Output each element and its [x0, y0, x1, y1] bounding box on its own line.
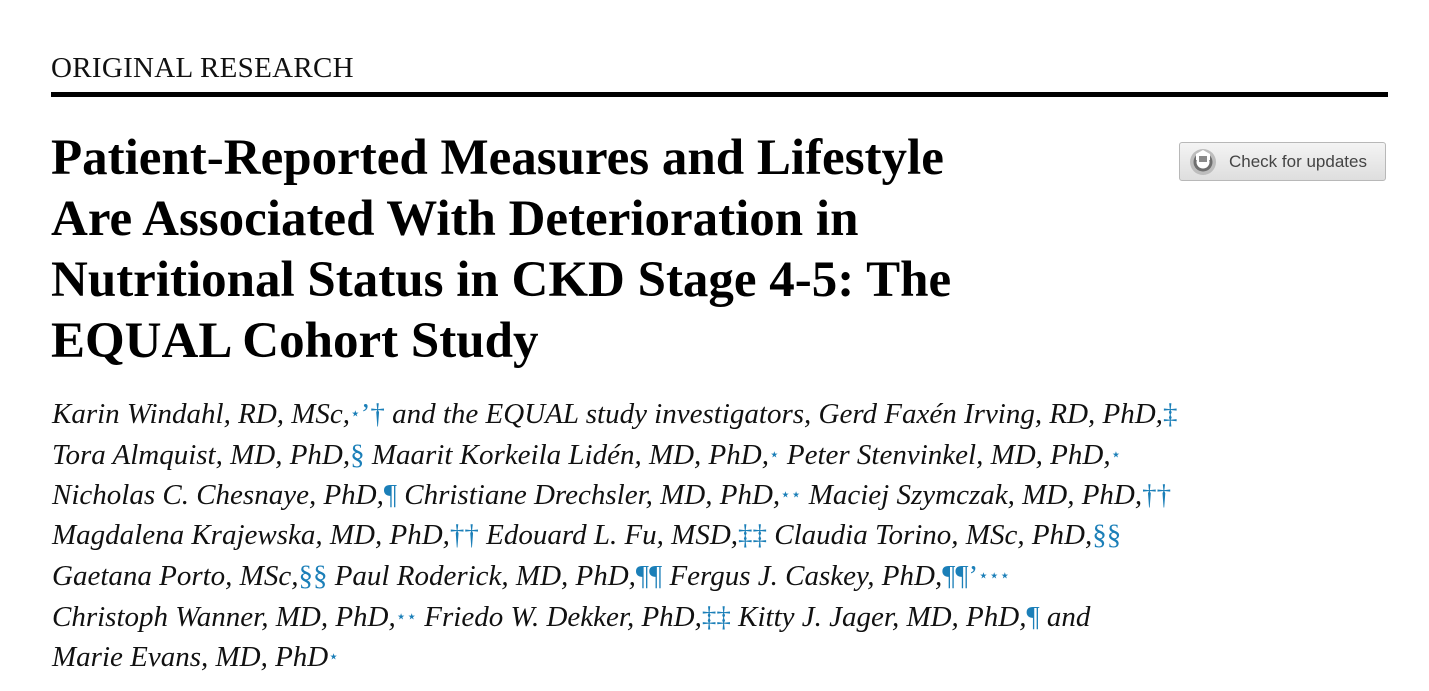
author-text: Claudia Torino, MSc, PhD,	[767, 519, 1093, 552]
affiliation-link[interactable]: ‡‡	[738, 519, 768, 552]
affiliation-link[interactable]: §	[350, 438, 365, 471]
author-text: Kitty J. Jager, MD, PhD,	[730, 600, 1027, 633]
author-text: Peter Stenvinkel, MD, PhD,	[779, 438, 1111, 471]
author-line: Christoph Wanner, MD, PhD,⋆⋆ Friedo W. D…	[52, 597, 1392, 638]
author-text: Marie Evans, MD, PhD	[52, 641, 329, 674]
check-for-updates-icon	[1189, 148, 1217, 176]
affiliation-link[interactable]: §§	[298, 559, 328, 592]
affiliation-link[interactable]: †	[370, 398, 385, 430]
article-title: Patient-Reported Measures and Lifestyle …	[51, 128, 1111, 372]
author-text: Nicholas C. Chesnaye, PhD,	[52, 479, 384, 512]
author-text: Maciej Szymczak, MD, PhD,	[801, 479, 1143, 512]
author-line: Karin Windahl, RD, MSc,⋆’† and the EQUAL…	[52, 394, 1392, 435]
header-rule	[51, 92, 1388, 97]
author-text: and the EQUAL study investigators, Gerd …	[384, 398, 1163, 430]
author-text: Christoph Wanner, MD, PhD,	[52, 600, 396, 633]
check-for-updates-label: Check for updates	[1229, 151, 1367, 171]
affiliation-link[interactable]: ¶¶	[942, 559, 969, 592]
author-text: Maarit Korkeila Lidén, MD, PhD,	[364, 438, 769, 471]
affiliation-link[interactable]: ⋆	[1110, 444, 1122, 464]
author-line: Nicholas C. Chesnaye, PhD,¶ Christiane D…	[52, 475, 1392, 516]
author-text: Karin Windahl, RD, MSc,	[52, 398, 351, 430]
affiliation-link[interactable]: ’	[360, 398, 371, 430]
author-text: Tora Almquist, MD, PhD,	[52, 438, 351, 471]
affiliation-link[interactable]: ††	[449, 519, 479, 552]
affiliation-link[interactable]: ‡‡	[701, 600, 731, 633]
affiliation-link[interactable]: ¶	[1026, 600, 1040, 633]
affiliation-link[interactable]: ⋆	[768, 444, 780, 464]
author-list: Karin Windahl, RD, MSc,⋆’† and the EQUAL…	[52, 394, 1392, 678]
title-line: Patient-Reported Measures and Lifestyle	[51, 130, 944, 186]
title-line: EQUAL Cohort Study	[51, 313, 539, 369]
affiliation-link[interactable]: ¶	[383, 479, 397, 512]
section-label: ORIGINAL RESEARCH	[51, 52, 354, 84]
affiliation-link[interactable]: ‡	[1162, 398, 1178, 430]
title-line: Nutritional Status in CKD Stage 4-5: The	[51, 252, 952, 308]
title-line: Are Associated With Deterioration in	[51, 191, 859, 247]
author-text: Edouard L. Fu, MSD,	[478, 519, 739, 552]
author-line: Tora Almquist, MD, PhD,§ Maarit Korkeila…	[52, 435, 1392, 476]
author-text: Fergus J. Caskey, PhD,	[662, 559, 943, 592]
author-line: Magdalena Krajewska, MD, PhD,†† Edouard …	[52, 516, 1392, 556]
author-text: and	[1039, 600, 1091, 633]
author-text: Paul Roderick, MD, PhD,	[327, 559, 636, 592]
author-text: Gaetana Porto, MSc,	[52, 559, 299, 592]
affiliation-link[interactable]: ⋆	[328, 647, 339, 667]
affiliation-link[interactable]: ⋆⋆	[395, 606, 418, 626]
author-text: Magdalena Krajewska, MD, PhD,	[52, 519, 450, 552]
check-for-updates-button[interactable]: Check for updates	[1179, 142, 1386, 181]
affiliation-link[interactable]: ††	[1142, 479, 1172, 512]
affiliation-link[interactable]: §§	[1092, 519, 1122, 552]
affiliation-link[interactable]: ⋆⋆	[780, 485, 802, 505]
affiliation-link[interactable]: ’	[968, 559, 979, 592]
author-text: Christiane Drechsler, MD, PhD,	[397, 479, 781, 512]
author-line: Marie Evans, MD, PhD⋆	[52, 637, 1392, 678]
affiliation-link[interactable]: ¶¶	[635, 559, 663, 592]
author-text: Friedo W. Dekker, PhD,	[417, 600, 702, 633]
affiliation-link[interactable]: ⋆⋆⋆	[978, 565, 1011, 585]
author-line: Gaetana Porto, MSc,§§ Paul Roderick, MD,…	[52, 556, 1392, 597]
affiliation-link[interactable]: ⋆	[350, 404, 361, 423]
